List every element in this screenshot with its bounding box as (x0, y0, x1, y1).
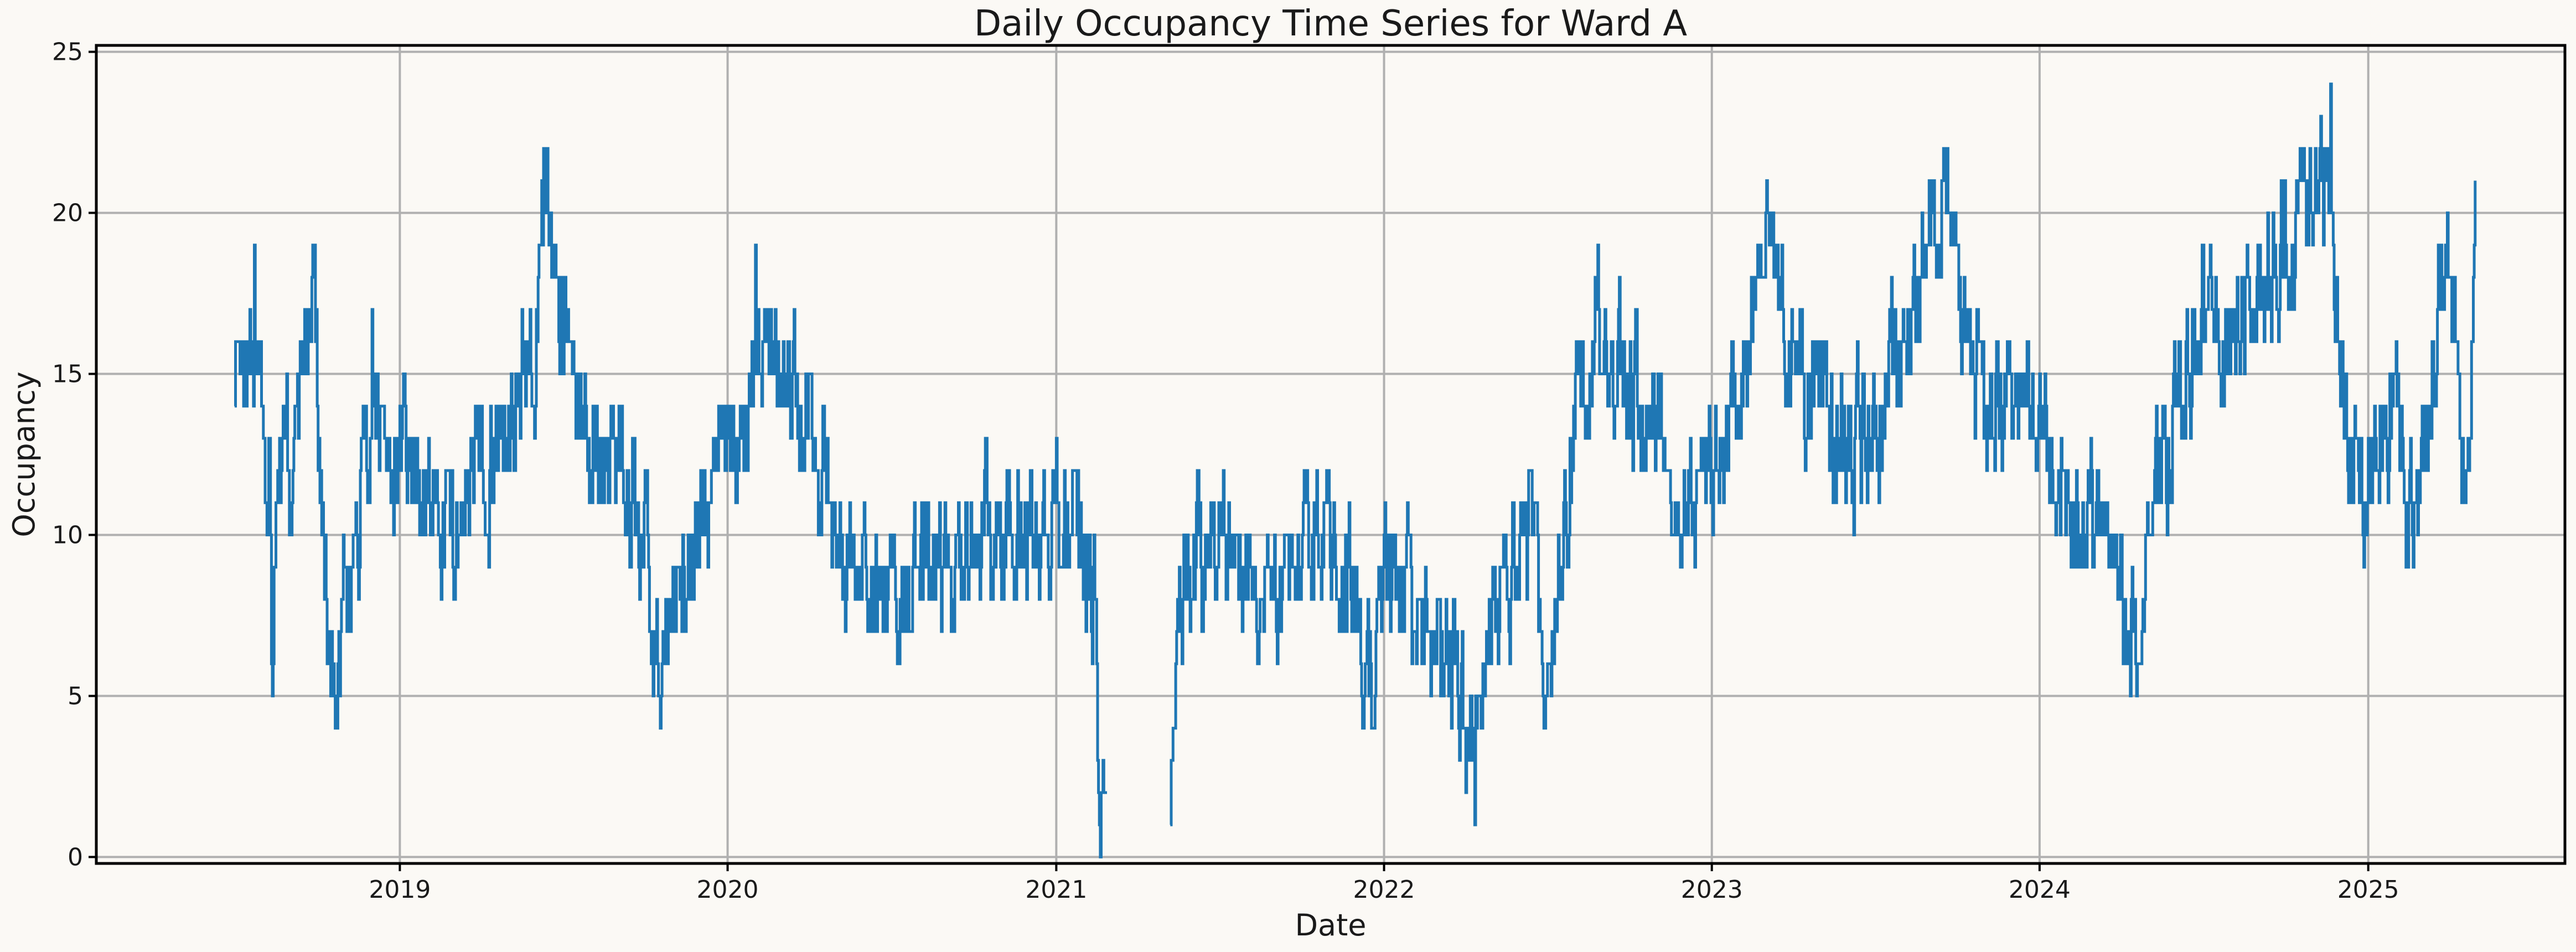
y-tick-label-25: 25 (52, 38, 83, 66)
y-tick-label-5: 5 (68, 682, 83, 710)
x-tick-label-2021: 2021 (1025, 876, 1087, 904)
x-tick-label-2024: 2024 (2009, 876, 2071, 904)
x-tick-label-2025: 2025 (2337, 876, 2399, 904)
occupancy-line-segment-2 (1170, 82, 2477, 826)
occupancy-line-segment-1 (234, 147, 1105, 858)
y-tick-label-15: 15 (52, 360, 83, 389)
x-tick-label-2019: 2019 (369, 876, 431, 904)
x-tick-label-2020: 2020 (697, 876, 759, 904)
x-tick-label-2023: 2023 (1681, 876, 1743, 904)
x-axis-title: Date (1295, 908, 1366, 943)
data-series (234, 82, 2477, 858)
plot-area (96, 45, 2565, 863)
y-axis-title: Occupancy (7, 371, 42, 537)
x-tick-label-2022: 2022 (1353, 876, 1415, 904)
plot-frame (95, 44, 2567, 865)
y-tick-label-10: 10 (52, 521, 83, 549)
y-tick-label-0: 0 (68, 843, 83, 871)
chart-title: Daily Occupancy Time Series for Ward A (974, 3, 1687, 44)
y-tick-label-20: 20 (52, 199, 83, 227)
